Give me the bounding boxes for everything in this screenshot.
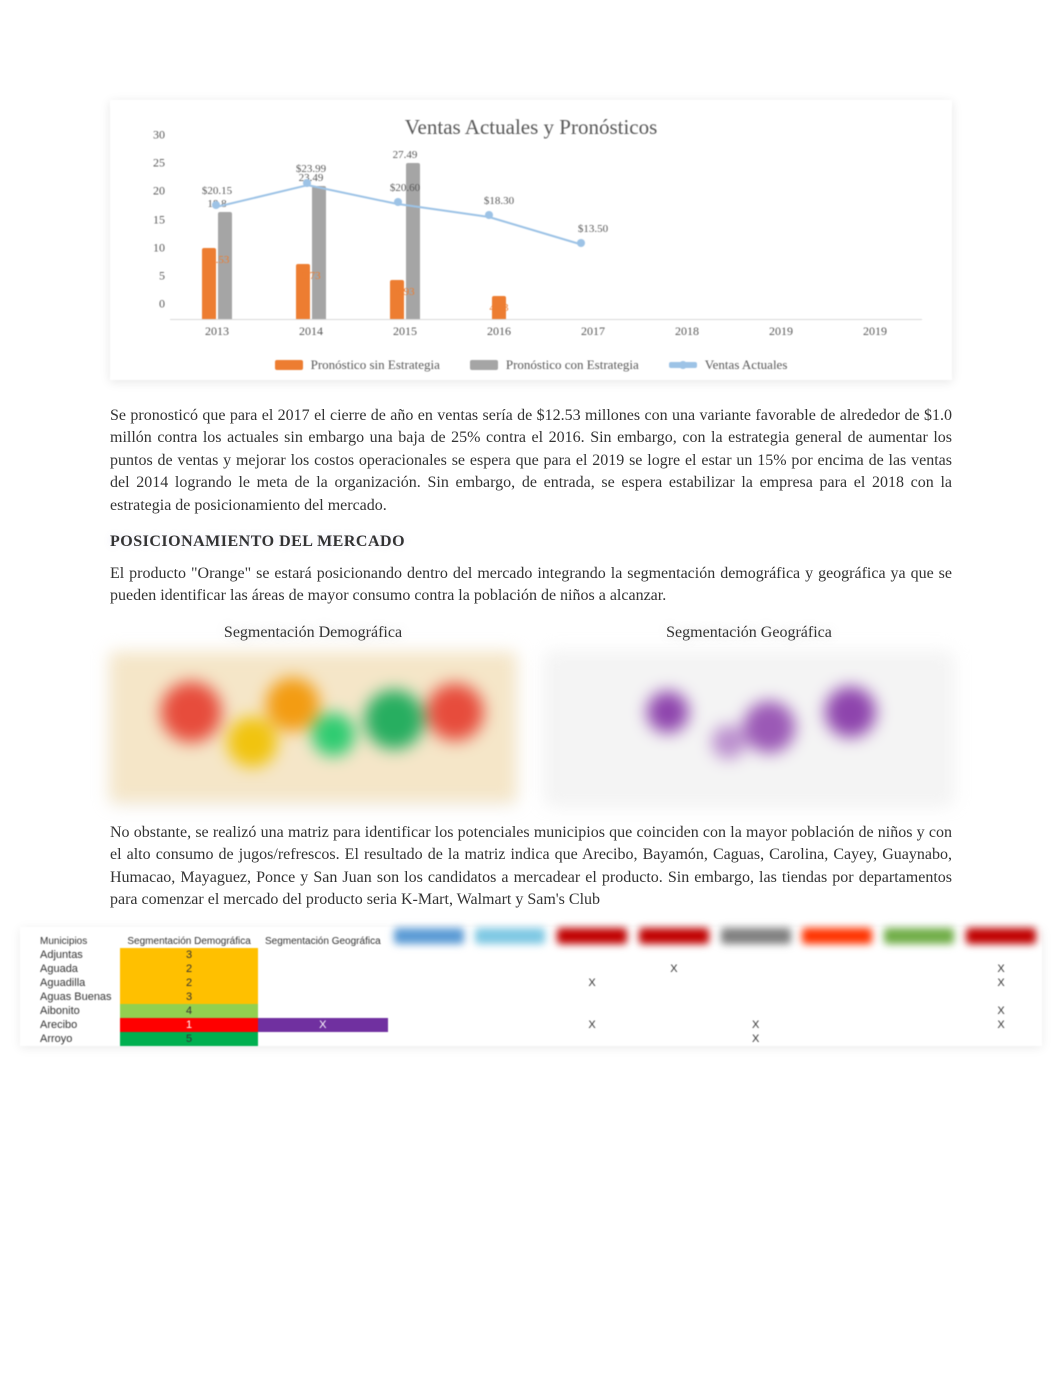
chart-title: Ventas Actuales y Pronósticos: [130, 115, 932, 140]
chart-legend: Pronóstico sin Estrategia Pronóstico con…: [130, 357, 932, 373]
geographic-map-image: [546, 652, 952, 802]
demographic-map-image: [110, 652, 516, 802]
section-heading-posicionamiento: POSICIONAMIENTO DEL MERCADO: [110, 533, 952, 551]
forecast-paragraph: Se pronosticó que para el 2017 el cierre…: [110, 405, 952, 517]
chart-y-axis: 051015202530: [140, 150, 165, 319]
demographic-map-title: Segmentación Demográfica: [110, 624, 516, 642]
geographic-map-column: Segmentación Geográfica: [546, 624, 952, 802]
legend-label: Ventas Actuales: [705, 357, 788, 373]
legend-label: Pronóstico sin Estrategia: [311, 357, 440, 373]
legend-con-estrategia: Pronóstico con Estrategia: [470, 357, 639, 373]
legend-sin-estrategia: Pronóstico sin Estrategia: [275, 357, 440, 373]
positioning-paragraph: El producto "Orange" se estará posiciona…: [110, 563, 952, 608]
matrix-paragraph: No obstante, se realizó una matriz para …: [110, 822, 952, 912]
sales-forecast-chart: Ventas Actuales y Pronósticos 0510152025…: [110, 100, 952, 380]
segmentation-maps-row: Segmentación Demográfica Segmentación Ge…: [110, 624, 952, 802]
chart-x-axis: 20132014201520162017201820192019: [170, 320, 922, 339]
demographic-map-column: Segmentación Demográfica: [110, 624, 516, 802]
chart-plot-area: 051015202530 12.5318.89.7323.496.9327.49…: [170, 150, 922, 320]
geographic-map-title: Segmentación Geográfica: [546, 624, 952, 642]
legend-label: Pronóstico con Estrategia: [506, 357, 639, 373]
municipality-matrix-table: MunicipiosSegmentación DemográficaSegmen…: [20, 927, 1042, 1046]
legend-ventas-actuales: Ventas Actuales: [669, 357, 788, 373]
